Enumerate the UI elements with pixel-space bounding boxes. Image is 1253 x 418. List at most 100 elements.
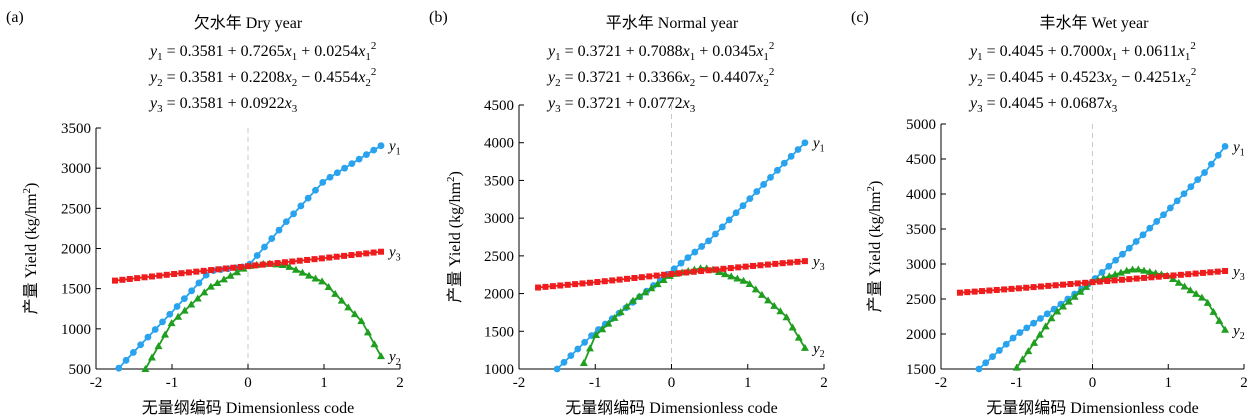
- data-point-y1: [801, 139, 809, 147]
- data-point-y2: [616, 308, 625, 316]
- data-point-y2: [350, 310, 359, 318]
- data-point-y2: [770, 301, 779, 309]
- data-point-y3: [141, 274, 148, 281]
- data-point-y3: [1199, 269, 1206, 276]
- data-point-y2: [1070, 292, 1079, 300]
- data-point-y2: [721, 270, 730, 278]
- data-point-y2: [1168, 274, 1177, 282]
- data-point-y1: [355, 155, 363, 163]
- x-tick-label: -1: [1011, 375, 1024, 391]
- data-point-y3: [535, 284, 542, 291]
- data-point-y2: [174, 312, 183, 320]
- data-point-y1: [1119, 250, 1126, 258]
- data-point-y1: [159, 318, 166, 326]
- data-point-y3: [675, 270, 682, 277]
- data-point-y1: [553, 365, 561, 373]
- data-point-y3: [156, 272, 163, 279]
- data-point-y3: [355, 251, 362, 258]
- y-axis-label: 产量 Yield (kg/hm2): [865, 181, 884, 313]
- data-point-y2: [1197, 293, 1206, 301]
- data-point-y3: [1060, 281, 1067, 288]
- data-point-y2: [653, 280, 662, 288]
- y-tick-label: 2000: [484, 287, 514, 303]
- data-point-y1: [1037, 315, 1044, 322]
- x-tick-label: 1: [320, 375, 328, 391]
- data-point-y1: [1098, 269, 1106, 276]
- data-point-y1: [290, 210, 297, 218]
- data-point-y3: [119, 276, 126, 283]
- data-point-y3: [764, 261, 771, 268]
- y-tick-label: 2000: [906, 327, 936, 343]
- data-point-y1: [691, 248, 699, 256]
- data-point-y1: [1207, 160, 1215, 168]
- data-point-y2: [357, 316, 366, 324]
- data-point-y3: [772, 260, 779, 267]
- data-point-y1: [1173, 197, 1181, 205]
- data-point-y2: [733, 274, 742, 282]
- data-point-y1: [137, 341, 145, 349]
- chart-panel-2: (b) 平水年 Normal year y1​ = 0.3721 + 0.7088x…: [429, 9, 828, 417]
- data-point-y2: [1105, 272, 1114, 280]
- data-point-y3: [956, 289, 963, 296]
- data-point-y3: [267, 260, 274, 267]
- data-point-y3: [624, 275, 631, 282]
- x-tick-label: 1: [1165, 375, 1173, 391]
- data-point-y2: [628, 296, 637, 304]
- data-point-y1: [1002, 340, 1010, 348]
- series-y2: y2: [1012, 265, 1245, 371]
- data-point-y2: [1174, 278, 1183, 286]
- data-point-y3: [712, 266, 719, 273]
- data-point-y3: [1133, 275, 1140, 282]
- data-point-y3: [1214, 268, 1221, 275]
- data-point-y2: [788, 323, 797, 331]
- data-point-y2: [592, 331, 601, 339]
- chart-panel-1: (a) 欠水年 Dry year y1​ = 0.3581 + 0.7265x1​ …: [6, 9, 404, 417]
- data-point-y3: [993, 286, 1000, 293]
- data-point-y1: [144, 333, 152, 341]
- series-label-y1: y1: [1231, 139, 1245, 158]
- x-tick-label: -1: [166, 375, 179, 391]
- data-point-y2: [1122, 266, 1131, 274]
- data-point-y3: [698, 268, 705, 275]
- data-point-y1: [304, 194, 312, 202]
- data-point-y1: [341, 164, 348, 172]
- data-point-y2: [751, 285, 760, 293]
- data-point-y1: [767, 173, 774, 181]
- data-point-y3: [1089, 279, 1096, 286]
- data-point-y2: [1024, 347, 1033, 355]
- data-point-y1: [705, 237, 712, 245]
- data-point-y3: [171, 270, 178, 277]
- data-point-y1: [1132, 238, 1140, 245]
- data-point-y2: [604, 319, 613, 327]
- data-point-y3: [370, 249, 377, 256]
- data-point-y2: [219, 275, 228, 283]
- data-point-y1: [1030, 319, 1037, 327]
- data-point-y2: [585, 344, 594, 352]
- data-point-y3: [549, 283, 556, 290]
- data-point-y3: [1163, 273, 1170, 280]
- x-tick-label: -2: [935, 375, 948, 391]
- data-point-y1: [1105, 262, 1113, 270]
- x-axis-label: 无量纲编码 Dimensionless code: [565, 399, 777, 417]
- x-tick-label: 0: [244, 375, 252, 391]
- y-tick-label: 2500: [906, 292, 936, 308]
- series-label-y2: y2: [387, 349, 401, 368]
- data-point-y3: [750, 262, 757, 269]
- data-point-y3: [964, 289, 971, 296]
- y-axis-label: 产量 Yield (kg/hm2): [21, 183, 40, 315]
- y-tick-label: 2500: [484, 249, 514, 265]
- x-axis-label: 无量纲编码 Dimensionless code: [142, 399, 354, 417]
- data-point-y1: [1214, 151, 1222, 159]
- data-point-y1: [195, 279, 203, 287]
- data-point-y2: [1203, 298, 1212, 306]
- data-point-y3: [112, 277, 118, 284]
- data-point-y3: [259, 261, 266, 268]
- data-point-y3: [252, 262, 259, 269]
- data-point-y1: [718, 223, 726, 231]
- y-tick-label: 4000: [484, 136, 514, 152]
- data-point-y2: [1186, 286, 1195, 294]
- data-point-y2: [318, 277, 327, 285]
- data-point-y3: [557, 282, 564, 289]
- y-tick-label: 3500: [906, 222, 936, 238]
- data-point-y1: [1187, 183, 1195, 191]
